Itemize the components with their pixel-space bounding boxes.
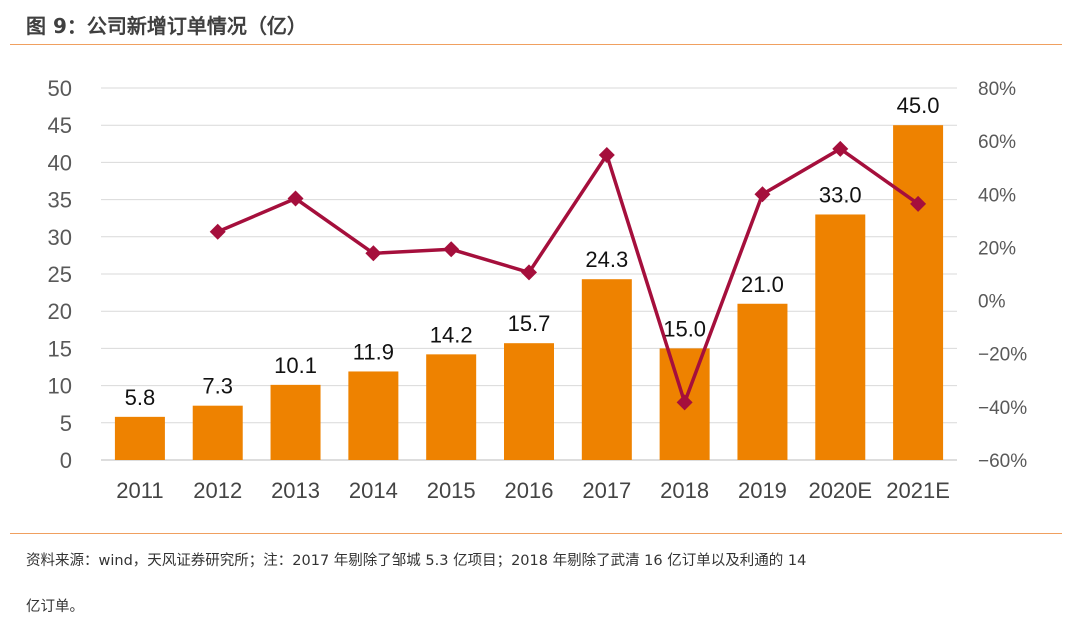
bar bbox=[737, 303, 788, 460]
y-right-tick-label: 20% bbox=[978, 238, 1016, 259]
growth-marker bbox=[521, 264, 537, 281]
bar bbox=[270, 384, 321, 460]
x-tick-label: 2014 bbox=[349, 478, 398, 503]
bottom-divider bbox=[10, 533, 1062, 534]
x-tick-label: 2016 bbox=[505, 478, 554, 503]
growth-marker bbox=[598, 146, 615, 163]
y-right-tick-label: 0% bbox=[978, 292, 1006, 313]
data-label: 15.0 bbox=[663, 316, 706, 341]
growth-marker bbox=[365, 245, 382, 262]
y-left-tick-label: 30 bbox=[48, 225, 72, 250]
y-right-tick-label: −20% bbox=[978, 345, 1027, 366]
y-left-tick-label: 45 bbox=[48, 113, 72, 138]
bar bbox=[893, 125, 944, 460]
data-label: 5.8 bbox=[125, 385, 156, 410]
growth-marker bbox=[443, 241, 460, 258]
growth-line bbox=[217, 146, 920, 408]
source-note-cont: 亿订单。 bbox=[26, 599, 84, 615]
bar bbox=[192, 405, 243, 460]
y-right-tick-label: 40% bbox=[978, 185, 1016, 206]
y-left-tick-label: 10 bbox=[48, 374, 72, 399]
data-label: 15.7 bbox=[508, 311, 551, 336]
bar bbox=[815, 214, 866, 460]
x-tick-label: 2012 bbox=[193, 478, 242, 503]
growth-marker bbox=[676, 394, 693, 411]
combo-chart: 0 5 10 15 20 25 30 35 40 45 50 −60% −40% −20% 0% 20% 40%… bbox=[48, 76, 1028, 503]
bar bbox=[426, 354, 477, 460]
y-left-tick-label: 40 bbox=[48, 150, 72, 175]
y-left-tick-label: 20 bbox=[48, 299, 72, 324]
y-left-tick-label: 5 bbox=[60, 411, 72, 436]
y-left-tick-label: 35 bbox=[48, 188, 72, 213]
data-label: 33.0 bbox=[819, 182, 862, 207]
y-left-tick-label: 0 bbox=[60, 448, 72, 473]
y-left-tick-label: 25 bbox=[48, 262, 72, 287]
x-tick-label: 2019 bbox=[738, 478, 787, 503]
data-label: 45.0 bbox=[897, 93, 940, 118]
x-tick-label: 2013 bbox=[271, 478, 320, 503]
data-label: 11.9 bbox=[353, 339, 394, 364]
x-tick-label: 2018 bbox=[660, 478, 709, 503]
data-label: 24.3 bbox=[585, 247, 628, 272]
data-label: 21.0 bbox=[741, 272, 784, 297]
data-label: 10.1 bbox=[274, 353, 317, 378]
x-tick-label: 2020E bbox=[808, 478, 872, 503]
bar bbox=[581, 279, 632, 460]
x-tick-label: 2011 bbox=[116, 478, 163, 503]
growth-marker bbox=[209, 223, 226, 240]
y-left-tick-label: 15 bbox=[48, 336, 72, 361]
y-right-tick-label: −60% bbox=[978, 451, 1027, 472]
y-right-tick-label: 60% bbox=[978, 132, 1016, 153]
data-label: 7.3 bbox=[202, 374, 233, 399]
growth-marker bbox=[832, 140, 849, 157]
bar bbox=[504, 343, 554, 460]
bar bbox=[348, 371, 399, 460]
growth-marker bbox=[287, 190, 304, 207]
y-right-tick-label: 80% bbox=[978, 79, 1016, 100]
bar bbox=[114, 416, 165, 460]
x-tick-label: 2017 bbox=[582, 478, 631, 503]
y-right-tick-label: −40% bbox=[978, 398, 1027, 419]
data-label: 14.2 bbox=[430, 322, 473, 347]
top-divider bbox=[10, 44, 1062, 45]
x-tick-label: 2021E bbox=[886, 478, 950, 503]
growth-marker bbox=[910, 195, 927, 212]
source-note: 资料来源：wind，天风证券研究所；注：2017 年剔除了邹城 5.3 亿项目；… bbox=[26, 553, 807, 569]
x-tick-label: 2015 bbox=[427, 478, 476, 503]
figure-title: 图 9：公司新增订单情况（亿） bbox=[26, 14, 307, 38]
y-left-tick-label: 50 bbox=[48, 76, 72, 101]
growth-marker bbox=[754, 186, 771, 203]
